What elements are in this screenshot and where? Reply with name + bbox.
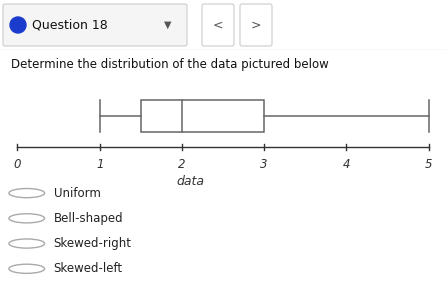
Text: Skewed-left: Skewed-left xyxy=(54,262,123,275)
FancyBboxPatch shape xyxy=(202,4,234,46)
Text: Determine the distribution of the data pictured below: Determine the distribution of the data p… xyxy=(11,58,329,71)
Text: ▼: ▼ xyxy=(164,20,172,30)
Text: Uniform: Uniform xyxy=(54,187,100,200)
Text: Skewed-right: Skewed-right xyxy=(54,237,132,250)
Bar xyxy=(141,100,264,133)
Text: 2: 2 xyxy=(178,158,186,171)
Text: <: < xyxy=(213,19,223,31)
Text: 1: 1 xyxy=(96,158,103,171)
Text: Question 18: Question 18 xyxy=(32,19,108,31)
FancyBboxPatch shape xyxy=(3,4,187,46)
Text: 3: 3 xyxy=(260,158,268,171)
Circle shape xyxy=(10,17,26,33)
Text: data: data xyxy=(176,175,204,188)
Text: Bell-shaped: Bell-shaped xyxy=(54,212,123,225)
Text: >: > xyxy=(251,19,261,31)
Text: 5: 5 xyxy=(425,158,432,171)
Text: 4: 4 xyxy=(343,158,350,171)
FancyBboxPatch shape xyxy=(240,4,272,46)
Text: 0: 0 xyxy=(14,158,21,171)
